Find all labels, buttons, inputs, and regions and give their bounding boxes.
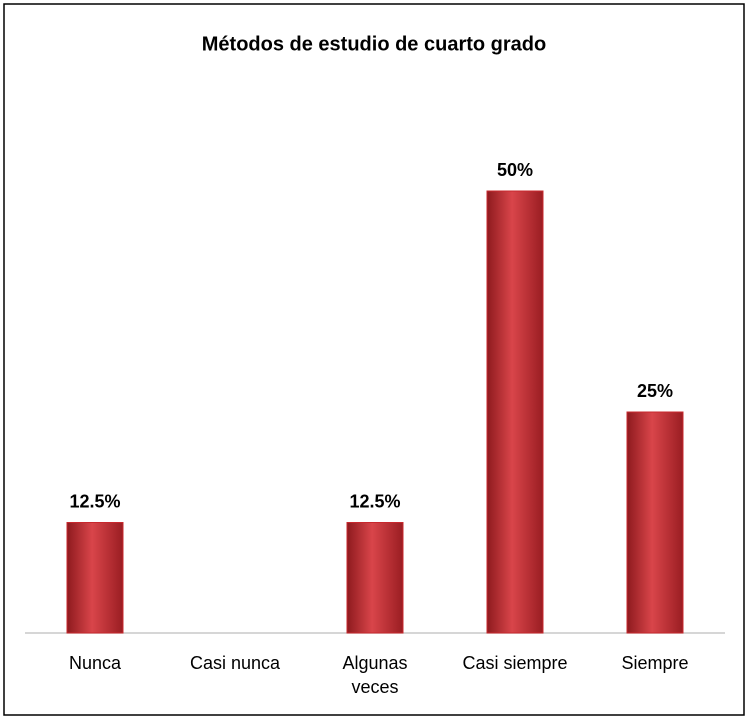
data-label: 25%: [637, 381, 673, 401]
x-tick-label: Algunas veces: [342, 653, 408, 697]
data-label: 12.5%: [69, 491, 120, 511]
x-tick-label: Casi siempre: [462, 653, 568, 673]
bar: [486, 190, 544, 634]
bar: [626, 411, 684, 634]
x-tick-label: Siempre: [621, 653, 689, 673]
bar: [346, 522, 404, 634]
data-label: 12.5%: [349, 491, 400, 511]
chart-title: Métodos de estudio de cuarto grado: [202, 33, 546, 55]
data-label: 50%: [497, 160, 533, 180]
x-tick-label: Casi nunca: [189, 653, 281, 673]
x-tick-label: Nunca: [68, 653, 122, 673]
bar: [66, 522, 124, 634]
